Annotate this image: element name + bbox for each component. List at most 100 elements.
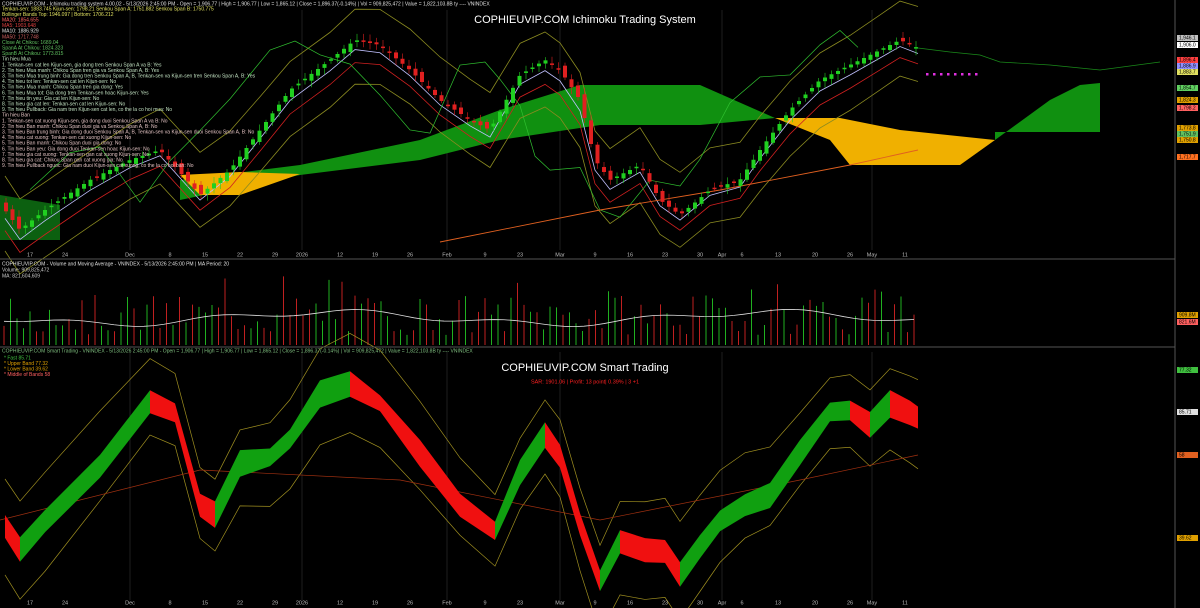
sar-dot [933, 73, 936, 76]
trend-ribbon [665, 539, 680, 587]
candle [101, 173, 106, 180]
candle [264, 122, 268, 131]
candle [355, 40, 359, 42]
smart-label-box [1177, 452, 1198, 458]
x-tick-label: 9 [593, 252, 596, 258]
price-label-box [1177, 69, 1198, 75]
candle [660, 190, 665, 202]
x-tick-label: 17 [27, 252, 33, 258]
legend-entry: 8. Tin hieu gia cat len: Tenkan-sen cat … [2, 102, 126, 108]
candle [556, 68, 561, 70]
trend-ribbon [215, 450, 240, 528]
candle [303, 78, 307, 81]
candle [218, 177, 223, 184]
trend-ribbon [910, 400, 918, 429]
legend-entry: 8. Tin hieu gia cat: Chikou Span gan cat… [2, 158, 123, 164]
candle [342, 48, 346, 54]
trend-ribbon [600, 530, 620, 592]
x-tick-label: 26 [407, 252, 413, 258]
candle [43, 210, 47, 216]
candle [589, 120, 593, 144]
trend-ribbon [545, 422, 560, 468]
sar-dot [975, 73, 978, 76]
x-tick-label: 9 [593, 600, 596, 606]
price-label-box [1177, 105, 1198, 111]
price-label: 1,886.9 [1179, 63, 1196, 69]
x-tick-label: 29 [272, 600, 278, 606]
candle [868, 54, 873, 60]
legend-entry: Tenkan-sen: 1883.745 Kijun-sen: 1798.21 … [2, 6, 214, 12]
trend-ribbon [420, 440, 460, 517]
sar-dot [954, 73, 957, 76]
x-tick-label: 8 [168, 600, 171, 606]
candle [641, 168, 645, 171]
price-label: 1,773.8 [1179, 125, 1196, 131]
price-label: 1,896.4 [1179, 57, 1196, 63]
bollinger-top [4, 0, 919, 200]
candle [400, 58, 405, 64]
candle [491, 123, 496, 127]
candle [745, 169, 749, 180]
x-tick-label: 22 [237, 252, 243, 258]
candle [543, 60, 548, 64]
smart-label: 77.32 [1179, 367, 1192, 373]
legend-entry: Close At Chikou: 1689.04 [2, 40, 59, 46]
candle [134, 158, 138, 164]
candle [738, 179, 743, 186]
candle [121, 163, 125, 167]
candle [511, 87, 515, 103]
candle [186, 171, 190, 182]
candle [576, 85, 580, 97]
ma-text: MA: 821,604,609 [2, 273, 40, 279]
trend-ribbon [380, 395, 420, 467]
x-tick-label: 12 [337, 252, 343, 258]
x-tick-label: 20 [812, 252, 818, 258]
candle [244, 148, 249, 160]
x-tick-label: 13 [775, 600, 781, 606]
x-tick-label: 2026 [296, 600, 308, 606]
volume-text: Volume: 909,825,472 [2, 267, 49, 273]
candle [836, 71, 840, 74]
candle [673, 207, 678, 212]
middle-band [0, 454, 919, 521]
trend-ribbon [150, 390, 175, 423]
x-tick-label: 15 [202, 252, 208, 258]
candle [459, 107, 463, 114]
legend-entry: 5. Tin hieu Mua manh: Chikou Span tren g… [2, 85, 123, 91]
price-label: 1,946.1 [1179, 35, 1196, 41]
candle [160, 149, 164, 153]
candle [23, 225, 28, 228]
candle [173, 161, 177, 167]
trend-ribbon [45, 454, 100, 533]
price-label-box [1177, 42, 1198, 48]
candle [387, 51, 392, 53]
legend-entry: 7. Tin hieu tin yeu: Gia cat len Kijun-s… [2, 96, 99, 102]
candle [563, 65, 567, 78]
candle [901, 37, 905, 42]
x-tick-label: 19 [372, 252, 378, 258]
legend-entry: 2. Tin hieu Mua manh: Chikou Span tren g… [2, 68, 160, 74]
candle [465, 117, 470, 119]
x-tick-label: 11 [902, 252, 908, 258]
price-label: 1,883.7 [1179, 69, 1196, 75]
x-tick-label: Apr [718, 252, 727, 258]
candle [433, 89, 437, 95]
legend-entry: 9. Tin hieu Pullback: Gia nam tren Kijun… [2, 107, 172, 113]
x-tick-label: 23 [662, 600, 668, 606]
legend-entry: 4. Tin hieu tot len: Tenkan-sen cat len … [2, 79, 116, 85]
price-label-box [1177, 154, 1198, 160]
candle [894, 41, 899, 45]
trend-ribbon [290, 380, 320, 449]
sar-text: SAR: 1901.06 | Profit: 13 point| 0.39% |… [531, 379, 639, 385]
legend-entry: MA50: 1717.748 [2, 34, 39, 40]
candle [368, 41, 372, 43]
candle [283, 96, 288, 102]
x-tick-label: 9 [483, 600, 486, 606]
trend-ribbon [100, 390, 150, 478]
kijun-line [4, 57, 919, 253]
smart-legend: * Middle of Bands 58 [4, 372, 50, 378]
candle [803, 94, 808, 99]
price-label-box [1177, 125, 1198, 131]
smart-label: 58 [1179, 452, 1185, 458]
